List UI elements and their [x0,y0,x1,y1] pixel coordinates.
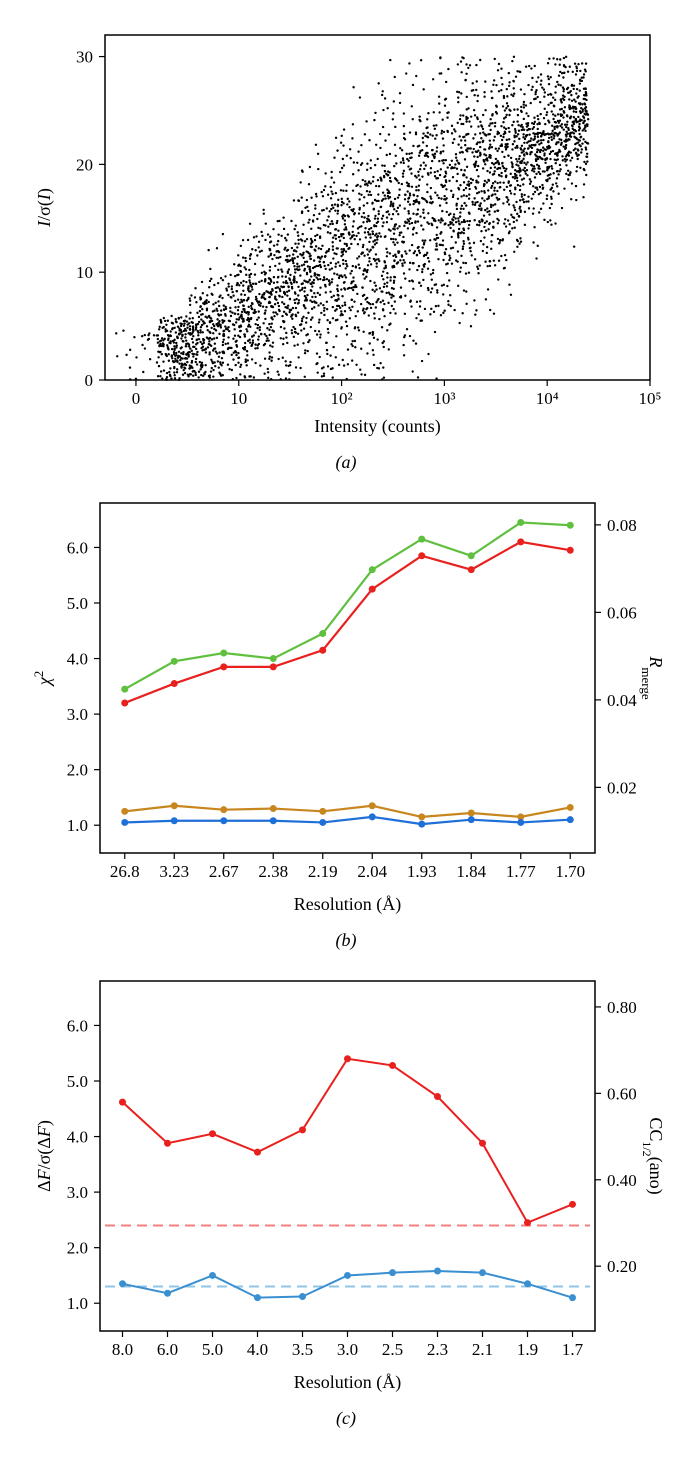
line-chart-b: 26.8 3.23 2.67 2.38 2.19 2.04 1.93 1.84 1.77 1.70… [20,488,670,928]
svg-text:Resolution (Å): Resolution (Å) [294,894,402,915]
svg-text:1.9: 1.9 [517,1340,538,1359]
svg-text:2.04: 2.04 [357,862,387,881]
svg-text:Resolution (Å): Resolution (Å) [294,1372,402,1393]
svg-text:2.0: 2.0 [67,761,88,780]
svg-text:3.0: 3.0 [67,705,88,724]
svg-text:3.23: 3.23 [159,862,189,881]
svg-text:0.40: 0.40 [607,1171,637,1190]
svg-text:10: 10 [230,389,247,408]
svg-text:Intensity (counts): Intensity (counts) [314,416,440,437]
svg-text:4.0: 4.0 [67,650,88,669]
svg-text:0.80: 0.80 [607,998,637,1017]
svg-text:5.0: 5.0 [67,594,88,613]
svg-text:6.0: 6.0 [157,1340,178,1359]
svg-text:I/σ(I): I/σ(I) [34,188,55,228]
svg-text:6.0: 6.0 [67,1016,88,1035]
panel-c-label: (c) [20,1408,672,1429]
panel-a: 0 10 10² 10³ 10⁴ 10⁵ 0 10 20 30 Intensity (counts)… [20,20,672,473]
panel-b: 26.8 3.23 2.67 2.38 2.19 2.04 1.93 1.84 1.77 1.70… [20,488,672,951]
svg-text:0.06: 0.06 [607,603,637,622]
panel-b-label: (b) [20,930,672,951]
svg-text:2.5: 2.5 [382,1340,403,1359]
svg-text:3.0: 3.0 [337,1340,358,1359]
svg-text:10⁵: 10⁵ [639,389,662,408]
svg-text:2.38: 2.38 [258,862,288,881]
svg-text:6.0: 6.0 [67,538,88,557]
svg-text:30: 30 [76,48,93,67]
svg-text:1.0: 1.0 [67,816,88,835]
svg-text:3.0: 3.0 [67,1183,88,1202]
svg-text:10⁴: 10⁴ [536,389,559,408]
svg-text:3.5: 3.5 [292,1340,313,1359]
svg-text:10²: 10² [331,389,353,408]
svg-text:10: 10 [76,263,93,282]
line-chart-c: 8.0 6.0 5.0 4.0 3.5 3.0 2.5 2.3 2.1 1.9 1.7 1.0 2.0 3… [20,966,670,1406]
svg-text:0.20: 0.20 [607,1257,637,1276]
svg-text:χ2: χ2 [31,671,55,687]
svg-text:0.04: 0.04 [607,691,637,710]
panel-a-label: (a) [20,452,672,473]
svg-text:8.0: 8.0 [112,1340,133,1359]
svg-text:0.08: 0.08 [607,516,637,535]
svg-text:26.8: 26.8 [110,862,140,881]
svg-text:4.0: 4.0 [67,1128,88,1147]
svg-text:0: 0 [132,389,141,408]
svg-text:0: 0 [85,371,94,390]
svg-text:1.93: 1.93 [407,862,437,881]
svg-text:2.67: 2.67 [209,862,239,881]
svg-text:5.0: 5.0 [67,1072,88,1091]
scatter-chart-a: 0 10 10² 10³ 10⁴ 10⁵ 0 10 20 30 Intensity (counts)… [20,20,670,450]
svg-text:0.02: 0.02 [607,778,637,797]
svg-text:2.1: 2.1 [472,1340,493,1359]
svg-text:10³: 10³ [433,389,455,408]
svg-text:1.7: 1.7 [562,1340,584,1359]
svg-text:2.3: 2.3 [427,1340,448,1359]
svg-text:1.77: 1.77 [506,862,536,881]
svg-text:4.0: 4.0 [247,1340,268,1359]
svg-text:1.70: 1.70 [555,862,585,881]
panel-c: 8.0 6.0 5.0 4.0 3.5 3.0 2.5 2.3 2.1 1.9 1.7 1.0 2.0 3… [20,966,672,1429]
svg-text:0.60: 0.60 [607,1084,637,1103]
svg-text:20: 20 [76,155,93,174]
svg-text:2.19: 2.19 [308,862,338,881]
svg-text:ΔF/σ(ΔF): ΔF/σ(ΔF) [34,1120,55,1192]
svg-text:5.0: 5.0 [202,1340,223,1359]
svg-text:1.0: 1.0 [67,1294,88,1313]
svg-text:2.0: 2.0 [67,1239,88,1258]
svg-text:1.84: 1.84 [456,862,486,881]
svg-text:Rmerge: Rmerge [640,655,667,699]
svg-text:CC1/2(ano): CC1/2(ano) [640,1117,666,1194]
